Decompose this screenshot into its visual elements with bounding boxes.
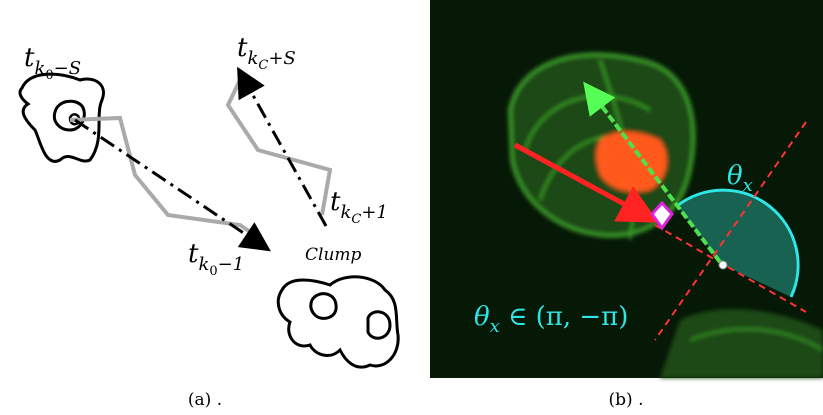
caption: (b) . <box>609 390 644 410</box>
trajectory <box>225 79 333 216</box>
angle-sector <box>677 190 799 297</box>
panel-b: θx θx ∈ (π, −π) (b) . <box>430 0 823 410</box>
panel-a: tk0−S tkC+S tkC+1 tk0−1 Clump (a) . <box>18 33 400 410</box>
motion-arrow <box>513 142 659 223</box>
nucleus <box>309 292 338 320</box>
direction-arrow <box>583 81 722 264</box>
angle-arc <box>676 188 800 298</box>
marker <box>650 200 674 231</box>
center-point <box>718 260 728 270</box>
axis-line <box>654 224 807 313</box>
displacement-arrow <box>74 118 271 252</box>
time-label: tk0−S <box>24 43 81 83</box>
time-label: tkC+1 <box>330 187 388 227</box>
time-label: tkC+S <box>237 33 296 73</box>
displacement-arrow <box>237 66 328 227</box>
axis-line <box>654 121 807 341</box>
nucleus <box>52 99 86 132</box>
caption: (a) . <box>188 390 222 410</box>
cell-clump <box>276 275 400 369</box>
clump-label: Clump <box>305 245 362 265</box>
range-label: θx ∈ (π, −π) <box>474 302 628 337</box>
time-label: tk0−1 <box>188 239 244 279</box>
cell <box>18 72 105 163</box>
angle-label: θx <box>727 161 753 196</box>
nucleus <box>366 310 392 340</box>
